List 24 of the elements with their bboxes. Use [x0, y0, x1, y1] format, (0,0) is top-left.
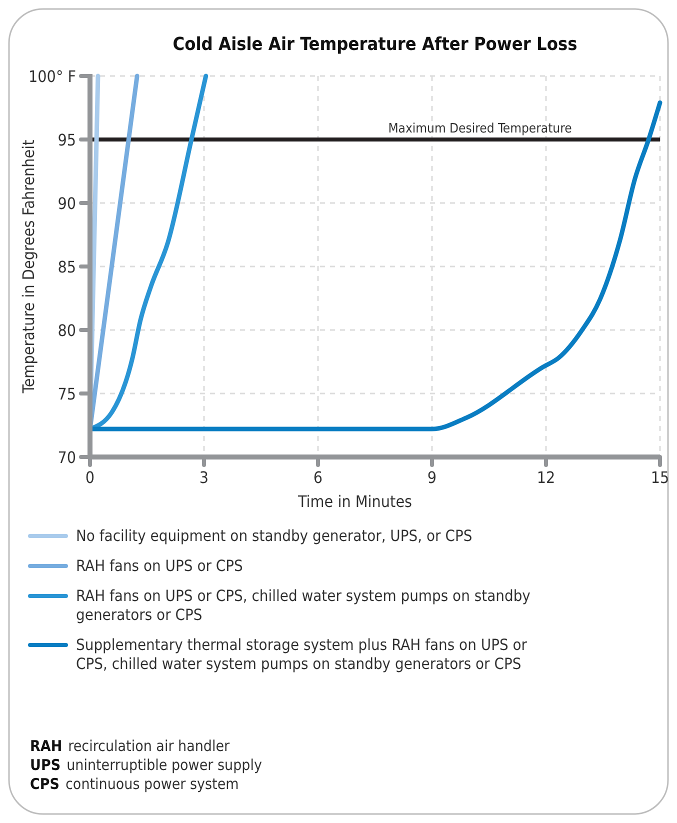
x-tick-label: 15: [650, 468, 670, 487]
text: RAH recirculation air handler: [30, 737, 230, 755]
legend-label: RAH fans on UPS or CPS, chilled water system pumps on standby generators or CPS: [76, 587, 530, 624]
legend-label: No facility equipment on standby generator, UPS, or CPS: [76, 527, 472, 545]
x-tick-label: 3: [199, 468, 209, 487]
y-tick-label: 80: [58, 321, 76, 340]
x-axis-title: Time in Minutes: [296, 492, 412, 511]
y-tick-label: 85: [58, 258, 76, 276]
y-tick-label: 90: [58, 194, 76, 213]
text: CPS continuous power system: [30, 775, 239, 793]
legend-label: Supplementary thermal storage system plus RAH fans on UPS or CPS, chilled water system pumps on standby generators or CPS: [76, 636, 528, 673]
y-tick-label: 100° F: [28, 67, 76, 86]
x-tick-label: 6: [313, 468, 323, 487]
y-tick-label: 95: [58, 130, 76, 150]
y-tick-label: 70: [58, 448, 76, 467]
x-tick-label: 12: [536, 468, 556, 487]
ref-line-label: Maximum Desired Temperature: [388, 122, 572, 136]
x-tick-label: 9: [427, 468, 437, 487]
legend-label: RAH fans on UPS or CPS: [76, 557, 244, 575]
y-axis-title: Temperature in Degrees Fahrenheit: [19, 139, 38, 394]
y-tick-label: 75: [58, 384, 76, 404]
x-tick-label: 0: [85, 468, 95, 487]
chart-title: Cold Aisle Air Temperature After Power Loss: [172, 34, 578, 55]
text: UPS uninterruptible power supply: [30, 756, 262, 774]
